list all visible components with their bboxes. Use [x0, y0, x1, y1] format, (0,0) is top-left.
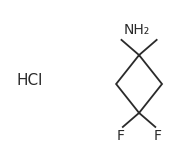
Text: HCl: HCl	[17, 73, 43, 88]
Text: F: F	[117, 129, 125, 143]
Text: NH₂: NH₂	[123, 23, 150, 37]
Text: F: F	[153, 129, 161, 143]
